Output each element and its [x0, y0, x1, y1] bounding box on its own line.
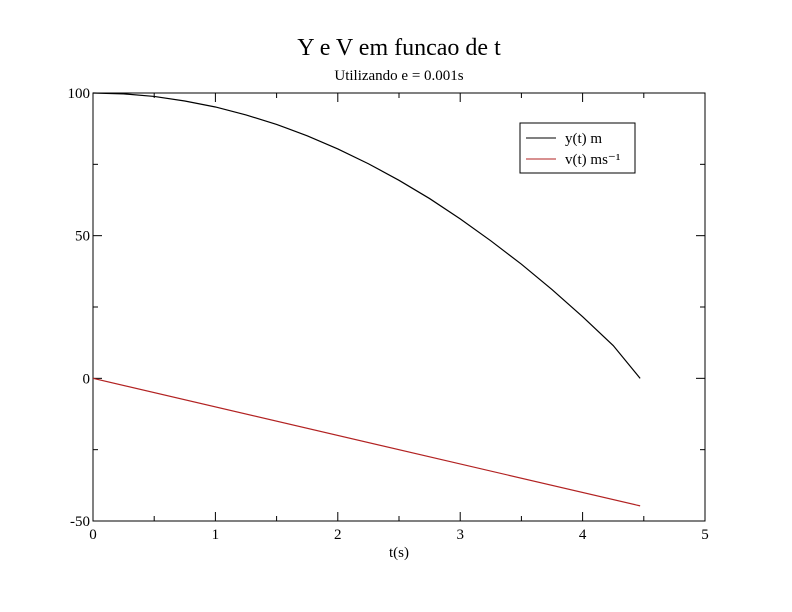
y-tick-label: -50: [70, 514, 90, 530]
y-tick-label: 0: [83, 371, 91, 387]
x-tick-label: 0: [89, 527, 97, 543]
chart-title: Y e V em funcao de t: [297, 35, 501, 61]
legend: y(t) m v(t) ms⁻¹: [519, 122, 636, 174]
x-tick-label: 1: [212, 527, 220, 543]
x-tick-label: 5: [701, 527, 709, 543]
y-tick-label: 100: [68, 86, 91, 102]
legend-label-y: y(t) m: [565, 131, 602, 147]
y-tick-label: 50: [75, 229, 90, 245]
series-lines: [92, 92, 641, 507]
series-line-v: [92, 377, 641, 507]
x-tick-label: 4: [579, 527, 587, 543]
x-tick-label: 3: [456, 527, 464, 543]
legend-label-v: v(t) ms⁻¹: [565, 152, 620, 168]
x-axis-label: t(s): [389, 545, 409, 561]
series-line-y: [92, 92, 641, 379]
legend-box: [519, 122, 636, 174]
x-tick-label: 2: [334, 527, 342, 543]
chart-subtitle: Utilizando e = 0.001s: [334, 68, 463, 84]
